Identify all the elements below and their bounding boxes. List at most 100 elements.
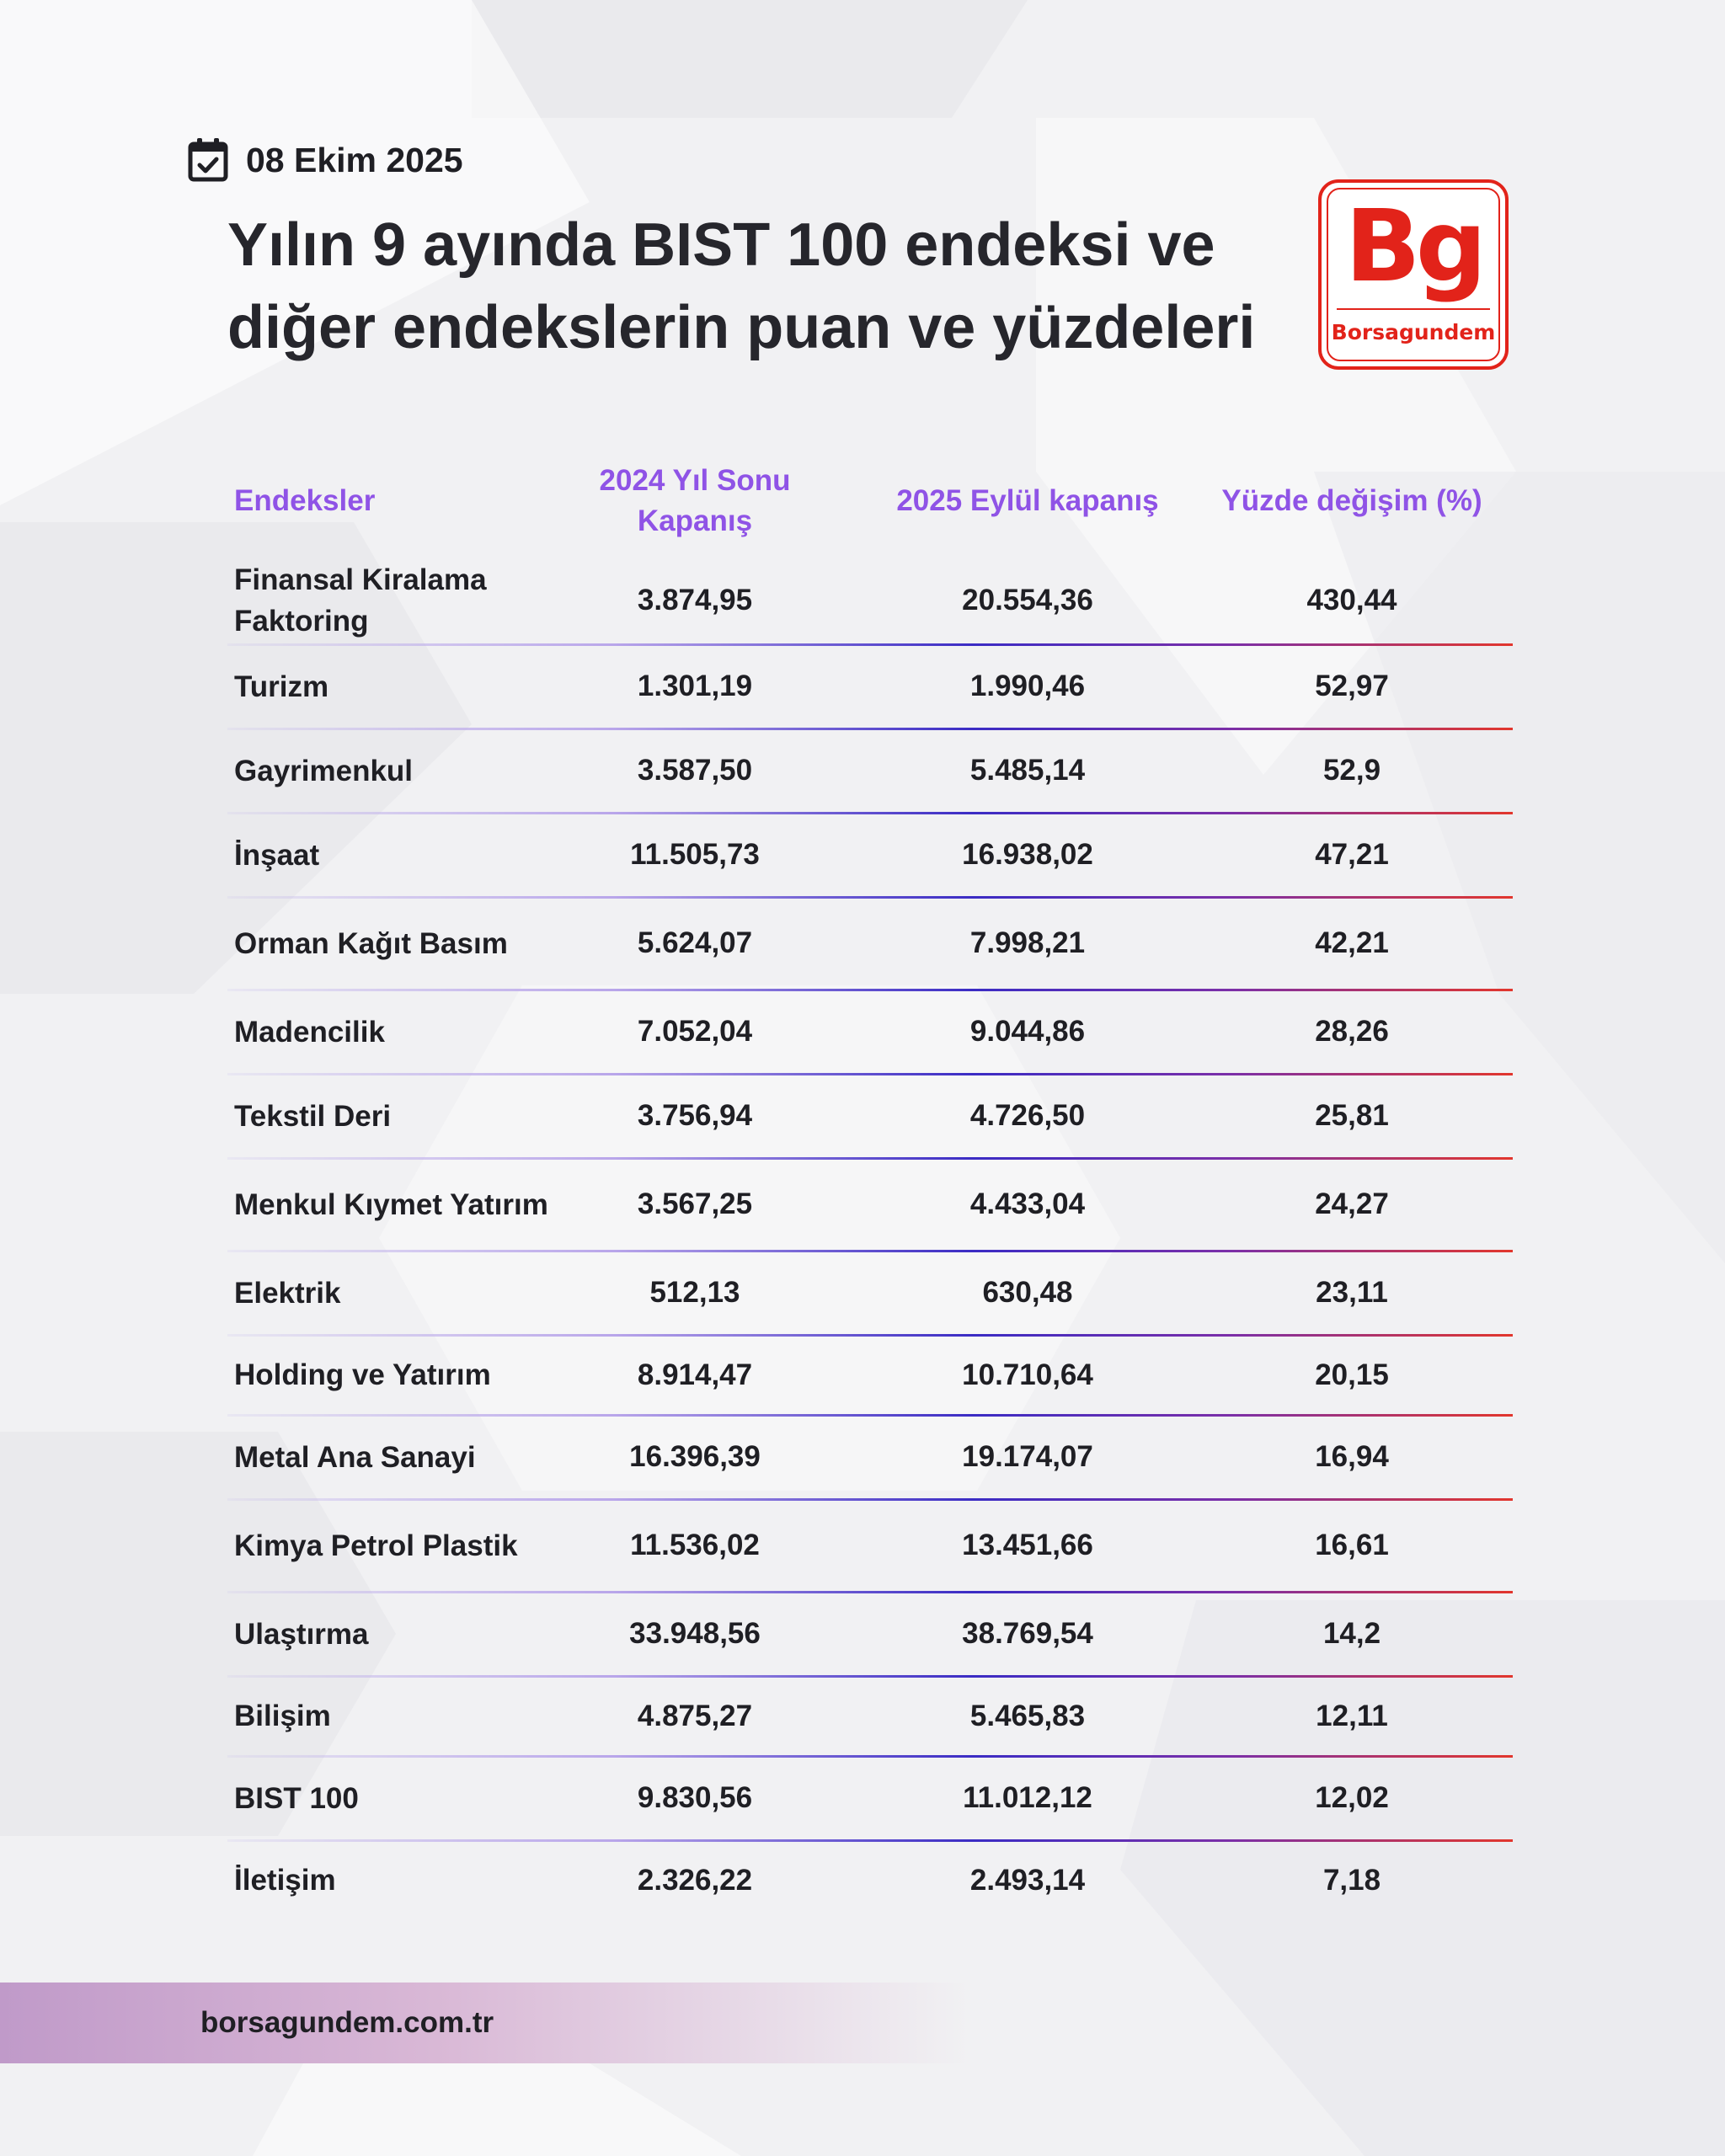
close-2024-value: 5.624,07 [637,926,753,959]
close-2025-value: 38.769,54 [962,1617,1093,1650]
index-name: Holding ve Yatırım [234,1358,491,1391]
percent-change-value: 28,26 [1315,1015,1389,1048]
close-2025-value: 13.451,66 [962,1529,1093,1561]
header-2025-close: 2025 Eylül kapanış [896,484,1159,517]
table-row: Ulaştırma 33.948,56 38.769,54 14,2 [0,1592,1725,1678]
close-2024-value: 3.756,94 [637,1099,753,1132]
table-row: Bilişim 4.875,27 5.465,83 12,11 [0,1676,1725,1758]
index-name: Finansal Kiralama Faktoring [234,563,487,638]
close-2025-value: 7.998,21 [969,926,1086,959]
table-row: Tekstil Deri 3.756,94 4.726,50 25,81 [0,1074,1725,1160]
index-name: İnşaat [234,838,320,872]
index-name: Kimya Petrol Plastik [234,1529,518,1562]
close-2024-value: 11.505,73 [630,838,760,871]
index-name: Elektrik [234,1276,341,1310]
close-2024-value: 9.830,56 [637,1781,753,1814]
percent-change-value: 24,27 [1315,1187,1389,1220]
close-2025-value: 630,48 [982,1276,1073,1309]
table-row: Holding ve Yatırım 8.914,47 10.710,64 20,15 [0,1335,1725,1417]
percent-change-value: 12,11 [1316,1699,1388,1732]
row-divider [227,1591,1513,1593]
percent-change-value: 52,97 [1315,670,1389,702]
close-2024-value: 4.875,27 [637,1699,753,1732]
percent-change-value: 14,2 [1322,1617,1381,1650]
row-divider [227,896,1513,899]
row-divider [227,1073,1513,1075]
row-divider [227,812,1513,814]
table-row: Turizm 1.301,19 1.990,46 52,97 [0,644,1725,730]
table-row: Finansal Kiralama Faktoring 3.874,95 20.55… [0,556,1725,646]
footer-url: borsagundem.com.tr [200,2006,494,2039]
percent-change-value: 16,94 [1315,1440,1389,1473]
index-name: Gayrimenkul [234,754,414,787]
close-2025-value: 9.044,86 [969,1015,1086,1048]
row-divider [227,1675,1513,1678]
table-row: Gayrimenkul 3.587,50 5.485,14 52,9 [0,728,1725,814]
close-2025-value: 5.485,14 [969,754,1086,787]
close-2025-value: 4.726,50 [969,1099,1086,1132]
row-divider [227,989,1513,991]
close-2025-value: 19.174,07 [962,1440,1093,1473]
close-2025-value: 10.710,64 [962,1358,1093,1391]
calendar-check-icon [188,138,228,182]
row-divider [227,1250,1513,1252]
row-divider [227,728,1513,730]
header-endeksler: Endeksler [234,484,376,517]
percent-change-value: 12,02 [1315,1781,1389,1814]
close-2024-value: 3.567,25 [637,1187,753,1220]
table-row: BIST 100 9.830,56 11.012,12 12,02 [0,1756,1725,1842]
date-row: 08 Ekim 2025 [187,135,463,185]
index-name: İletişim [234,1864,336,1897]
index-name: Menkul Kıymet Yatırım [234,1187,548,1221]
table-row: İnşaat 11.505,73 16.938,02 47,21 [0,813,1725,899]
footer-band [0,1983,969,2063]
close-2024-value: 1.301,19 [637,670,753,702]
close-2025-value: 4.433,04 [969,1187,1086,1220]
row-divider [227,1334,1513,1337]
index-name: Tekstil Deri [234,1099,392,1133]
table-row: Metal Ana Sanayi 16.396,39 19.174,07 16,94 [0,1415,1725,1501]
close-2024-value: 11.536,02 [630,1529,760,1561]
logo-wordmark: Borsagundem [1332,320,1496,344]
index-name: BIST 100 [234,1781,359,1815]
close-2025-value: 11.012,12 [963,1781,1092,1814]
close-2024-value: 16.396,39 [629,1440,761,1473]
close-2024-value: 3.587,50 [637,754,753,787]
index-name: Ulaştırma [234,1617,369,1651]
row-divider [227,1414,1513,1417]
table-row: Elektrik 512,13 630,48 23,11 [0,1251,1725,1337]
close-2025-value: 2.493,14 [969,1863,1086,1897]
index-name: Turizm [234,670,329,703]
table-row: Madencilik 7.052,04 9.044,86 28,26 [0,990,1725,1075]
row-divider [227,1839,1513,1842]
close-2024-value: 33.948,56 [629,1617,761,1650]
percent-change-value: 16,61 [1315,1529,1389,1561]
close-2025-value: 16.938,02 [962,838,1093,871]
row-divider [227,643,1513,646]
index-name: Bilişim [234,1700,331,1732]
row-divider [227,1157,1513,1160]
index-name: Metal Ana Sanayi [234,1440,476,1474]
percent-change-value: 42,21 [1315,926,1389,959]
close-2025-value: 20.554,36 [962,583,1093,616]
percent-change-value: 25,81 [1315,1099,1389,1132]
row-divider [227,1498,1513,1501]
close-2025-value: 5.465,83 [969,1699,1086,1732]
percent-change-value: 7,18 [1322,1863,1381,1897]
index-name: Madencilik [234,1015,385,1049]
row-divider [227,1755,1513,1758]
header-percent-change: Yüzde değişim (%) [1221,484,1482,517]
percent-change-value: 430,44 [1306,583,1397,616]
table-row: Menkul Kıymet Yatırım 3.567,25 4.433,04 24,… [0,1158,1725,1252]
logo-mark: Bg [1345,188,1482,304]
header-2024-close: 2024 Yıl Sonu Kapanış [599,464,791,537]
close-2024-value: 7.052,04 [637,1015,753,1048]
table-row: Orman Kağıt Basım 5.624,07 7.998,21 42,21 [0,897,1725,991]
table-row: İletişim 2.326,22 2.493,14 7,18 [0,1840,1725,1920]
date-label: 08 Ekim 2025 [246,140,463,179]
index-name: Orman Kağıt Basım [234,926,508,960]
close-2024-value: 2.326,22 [637,1863,753,1897]
table-row: Kimya Petrol Plastik 11.536,02 13.451,66 16… [0,1499,1725,1593]
percent-change-value: 20,15 [1315,1358,1389,1391]
